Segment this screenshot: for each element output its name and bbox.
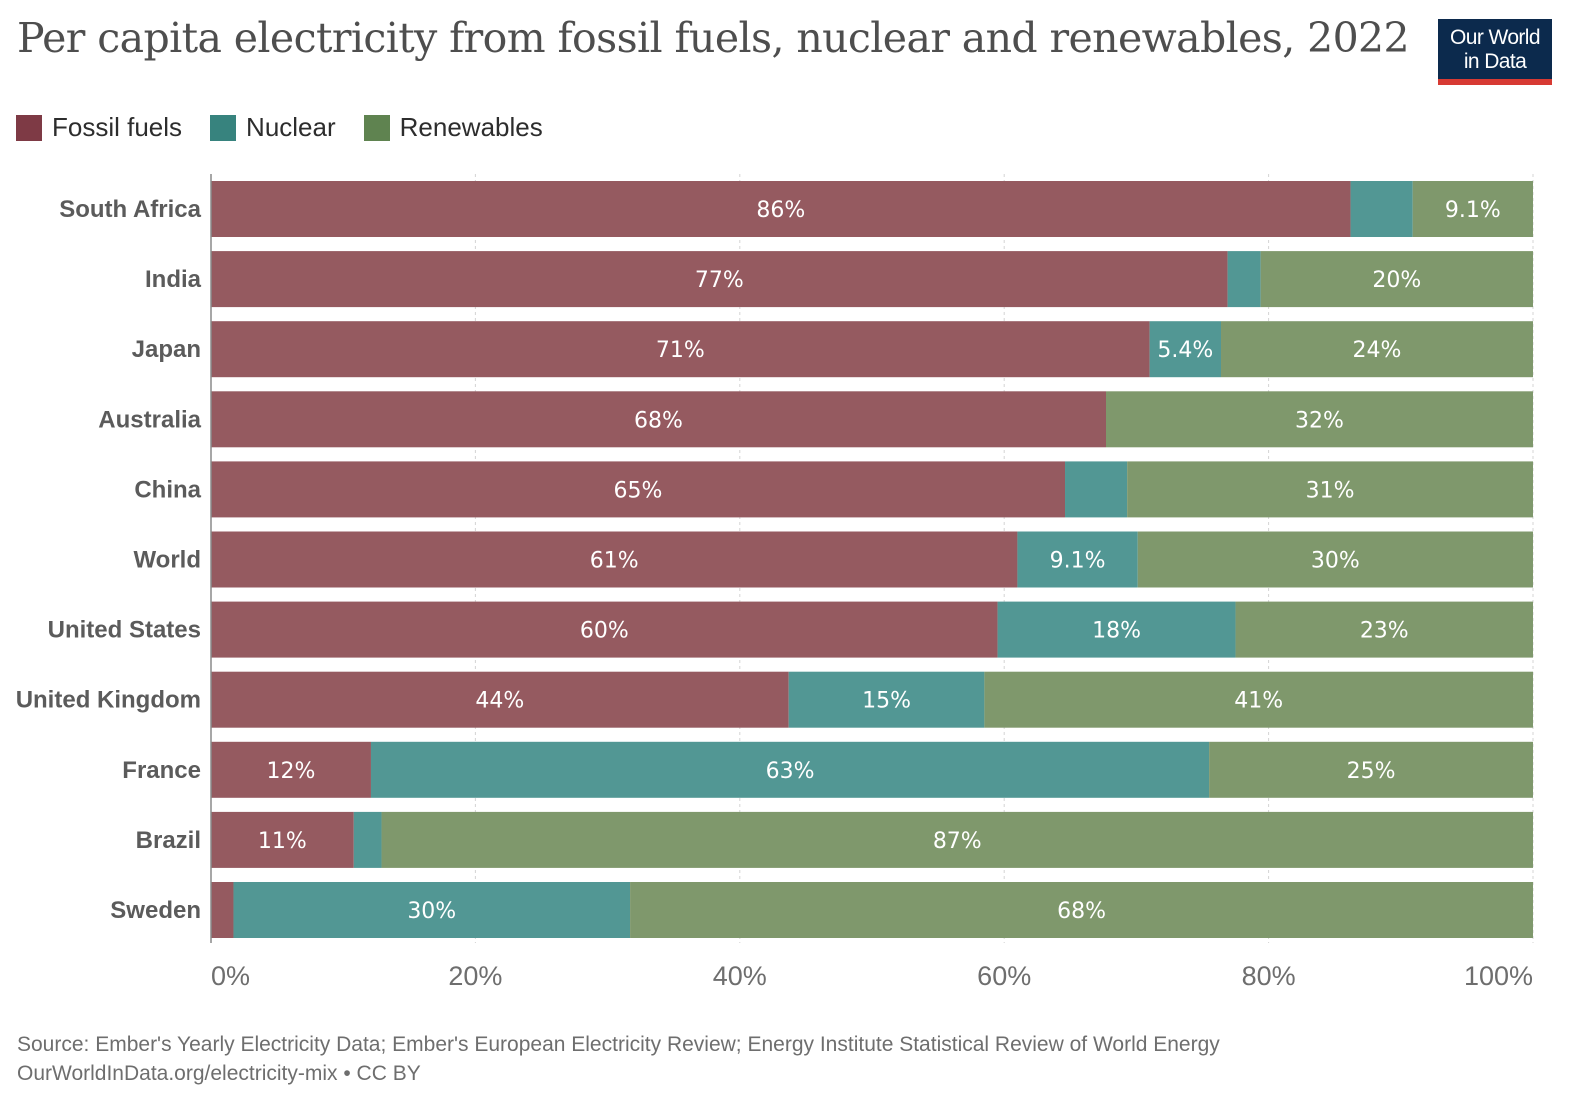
data-label-renewables-world: 30% <box>1311 549 1360 574</box>
category-label-united-kingdom: United Kingdom <box>16 687 201 714</box>
legend-swatch-fossil-fuels <box>16 114 42 141</box>
category-label-china: China <box>134 476 201 503</box>
bar-segment-fossil-fuels-sweden <box>211 882 234 938</box>
data-label-nuclear-united-kingdom: 15% <box>862 689 911 714</box>
bar-segment-nuclear-china <box>1065 461 1128 518</box>
bar-segment-fossil-fuels-united-states <box>211 601 998 658</box>
data-label-renewables-india: 20% <box>1372 268 1421 293</box>
x-tick-label: 20% <box>448 961 502 991</box>
category-label-sweden: Sweden <box>110 897 201 924</box>
bar-segment-renewables-world <box>1137 531 1533 588</box>
data-label-fossil-fuels-china: 65% <box>614 478 663 503</box>
data-label-renewables-australia: 32% <box>1295 408 1344 433</box>
legend-label-fossil-fuels: Fossil fuels <box>52 112 183 142</box>
legend: Fossil fuels Nuclear Renewables <box>16 112 571 143</box>
data-label-nuclear-sweden: 30% <box>407 899 456 924</box>
bar-segment-renewables-united-states <box>1235 601 1533 658</box>
logo-line-1: Our World <box>1450 26 1541 49</box>
bar-segment-nuclear-india <box>1227 251 1261 308</box>
legend-item-renewables[interactable]: Renewables <box>363 112 543 143</box>
legend-label-nuclear: Nuclear <box>246 112 336 142</box>
category-label-australia: Australia <box>98 406 201 433</box>
bar-segment-fossil-fuels-india <box>211 251 1228 308</box>
category-label-france: France <box>122 757 201 784</box>
data-label-renewables-china: 31% <box>1306 478 1355 503</box>
category-label-brazil: Brazil <box>136 827 201 854</box>
data-label-fossil-fuels-india: 77% <box>695 268 744 293</box>
category-label-india: India <box>145 266 202 293</box>
bar-segment-nuclear-south-africa <box>1350 181 1413 237</box>
bar-segment-fossil-fuels-united-kingdom <box>211 671 789 728</box>
category-label-japan: Japan <box>132 336 201 363</box>
bar-segment-nuclear-united-states <box>997 601 1236 658</box>
bar-segment-renewables-india <box>1260 251 1533 308</box>
legend-item-fossil-fuels[interactable]: Fossil fuels <box>16 112 182 143</box>
bar-segment-fossil-fuels-south-africa <box>211 181 1351 237</box>
bar-segment-nuclear-world <box>1017 531 1138 588</box>
bar-segment-fossil-fuels-brazil <box>211 811 354 868</box>
data-label-renewables-brazil: 87% <box>933 829 982 854</box>
x-tick-label: 100% <box>1464 961 1533 991</box>
bar-segment-nuclear-japan <box>1149 321 1222 378</box>
bar-segment-nuclear-france <box>370 741 1210 798</box>
bar-segment-renewables-sweden <box>630 882 1533 938</box>
bar-segment-fossil-fuels-china <box>211 461 1066 518</box>
bar-segment-renewables-south-africa <box>1412 181 1533 237</box>
bar-segment-renewables-brazil <box>381 811 1534 868</box>
owid-logo[interactable]: Our World in Data <box>1438 19 1552 85</box>
x-tick-label: 80% <box>1242 961 1296 991</box>
bar-segment-fossil-fuels-australia <box>211 391 1106 448</box>
stacked-bar-chart: South Africa 86% 9.1% India 77% 20% Japan 71% 5.… <box>16 174 1534 991</box>
source-note: Source: Ember's Yearly Electricity Data;… <box>17 1033 1220 1056</box>
legend-label-renewables: Renewables <box>399 112 543 142</box>
bar-segment-renewables-france <box>1209 741 1533 798</box>
category-label-world: World <box>133 547 201 574</box>
data-label-fossil-fuels-australia: 68% <box>634 408 683 433</box>
bar-segment-renewables-japan <box>1221 321 1533 378</box>
data-label-renewables-sweden: 68% <box>1057 899 1106 924</box>
data-label-renewables-france: 25% <box>1347 759 1396 784</box>
data-label-fossil-fuels-south-africa: 86% <box>756 198 805 223</box>
legend-swatch-nuclear <box>210 114 237 141</box>
data-label-nuclear-japan: 5.4% <box>1157 338 1213 363</box>
data-label-renewables-japan: 24% <box>1353 338 1402 363</box>
data-label-renewables-united-kingdom: 41% <box>1234 689 1283 714</box>
x-tick-label: 0% <box>211 961 250 991</box>
bar-segment-nuclear-united-kingdom <box>788 671 985 728</box>
category-label-south-africa: South Africa <box>59 196 201 223</box>
data-label-fossil-fuels-brazil: 11% <box>258 829 307 854</box>
category-label-united-states: United States <box>48 617 201 644</box>
bar-segment-nuclear-sweden <box>233 882 631 938</box>
data-label-renewables-united-states: 23% <box>1360 619 1409 644</box>
legend-item-nuclear[interactable]: Nuclear <box>210 112 336 143</box>
logo-line-2: in Data <box>1463 50 1527 73</box>
data-label-fossil-fuels-world: 61% <box>590 549 639 574</box>
data-label-fossil-fuels-united-states: 60% <box>580 619 629 644</box>
bar-segment-fossil-fuels-japan <box>211 321 1150 378</box>
x-tick-label: 40% <box>713 961 767 991</box>
bar-segment-renewables-united-kingdom <box>984 671 1533 728</box>
bar-segment-fossil-fuels-france <box>211 741 371 798</box>
data-label-nuclear-world: 9.1% <box>1050 549 1106 574</box>
data-label-fossil-fuels-united-kingdom: 44% <box>475 689 524 714</box>
bar-segment-renewables-australia <box>1105 391 1533 448</box>
bar-segment-nuclear-brazil <box>353 811 382 868</box>
bar-segment-fossil-fuels-world <box>211 531 1018 588</box>
data-label-nuclear-france: 63% <box>766 759 815 784</box>
credit-line[interactable]: OurWorldInData.org/electricity-mix • CC … <box>17 1062 421 1085</box>
chart-title: Per capita electricity from fossil fuels… <box>17 14 1410 62</box>
x-tick-label: 60% <box>977 961 1031 991</box>
data-label-fossil-fuels-france: 12% <box>267 759 316 784</box>
data-label-renewables-south-africa: 9.1% <box>1445 198 1501 223</box>
data-label-nuclear-united-states: 18% <box>1092 619 1141 644</box>
data-label-fossil-fuels-japan: 71% <box>656 338 705 363</box>
legend-swatch-renewables <box>363 114 390 141</box>
bar-segment-renewables-china <box>1127 461 1533 518</box>
